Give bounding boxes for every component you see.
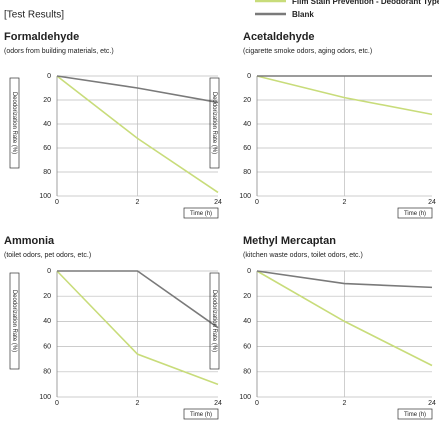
chart-subtitle: (cigarette smoke odors, aging odors, etc… bbox=[243, 48, 372, 55]
y-label: Deodorization Rate (%) bbox=[11, 290, 17, 352]
y-tick-label: 100 bbox=[39, 394, 51, 401]
y-label: Deodorization Rate (%) bbox=[211, 290, 217, 352]
y-tick-label: 40 bbox=[43, 121, 51, 128]
series-line bbox=[256, 75, 433, 116]
chart-title: Acetaldehyde bbox=[243, 31, 315, 43]
x-tick-label: 0 bbox=[55, 400, 59, 407]
x-tick-label: 0 bbox=[255, 199, 259, 206]
x-tick-label: 2 bbox=[136, 199, 140, 206]
series-line bbox=[56, 270, 219, 386]
x-tick-label: 2 bbox=[343, 199, 347, 206]
series-line bbox=[56, 75, 219, 194]
y-tick-label: 80 bbox=[43, 369, 51, 376]
y-tick-label: 20 bbox=[243, 97, 251, 104]
series-line bbox=[57, 270, 219, 329]
chart-subtitle: (kitchen waste odors, toilet odors, etc.… bbox=[243, 252, 363, 259]
chart-title: Methyl Mercaptan bbox=[243, 235, 336, 247]
y-tick-label: 40 bbox=[43, 318, 51, 325]
y-tick-label: 40 bbox=[243, 318, 251, 325]
y-tick-label: 60 bbox=[243, 145, 251, 152]
y-tick-label: 100 bbox=[239, 394, 251, 401]
chart-subtitle: (odors from building materials, etc.) bbox=[4, 48, 114, 55]
x-label-box bbox=[183, 207, 219, 219]
series-line bbox=[256, 270, 433, 367]
y-tick-label: 20 bbox=[43, 293, 51, 300]
x-tick-label: 24 bbox=[428, 400, 436, 407]
y-tick-label: 0 bbox=[247, 268, 251, 275]
series-line bbox=[256, 270, 433, 289]
y-tick-label: 0 bbox=[247, 73, 251, 80]
x-label-box bbox=[397, 207, 433, 219]
y-label-box bbox=[9, 272, 20, 370]
y-tick-label: 60 bbox=[43, 145, 51, 152]
y-tick-label: 80 bbox=[43, 169, 51, 176]
y-label-box bbox=[209, 272, 220, 370]
y-label-box bbox=[209, 77, 220, 169]
y-tick-label: 0 bbox=[47, 268, 51, 275]
x-label: Time (h) bbox=[404, 412, 426, 418]
header: [Test Results] bbox=[4, 10, 64, 21]
x-tick-label: 2 bbox=[343, 400, 347, 407]
x-label: Time (h) bbox=[404, 211, 426, 217]
x-label-box bbox=[397, 408, 433, 420]
x-tick-label: 0 bbox=[55, 199, 59, 206]
x-tick-label: 2 bbox=[136, 400, 140, 407]
x-label-box bbox=[183, 408, 219, 420]
x-label: Time (h) bbox=[190, 211, 212, 217]
y-tick-label: 60 bbox=[243, 343, 251, 350]
series-line bbox=[56, 75, 219, 104]
x-tick-label: 24 bbox=[428, 199, 436, 206]
x-tick-label: 24 bbox=[214, 400, 222, 407]
y-tick-label: 100 bbox=[239, 193, 251, 200]
legend-label: Film Stain Prevention - Deodorant Type bbox=[292, 0, 439, 6]
chart-subtitle: (toilet odors, pet odors, etc.) bbox=[4, 252, 91, 259]
y-label: Deodorization Rate (%) bbox=[11, 92, 17, 154]
y-tick-label: 40 bbox=[243, 121, 251, 128]
y-tick-label: 20 bbox=[243, 293, 251, 300]
legend-label: Blank bbox=[292, 10, 314, 19]
x-tick-label: 0 bbox=[255, 400, 259, 407]
x-tick-label: 24 bbox=[214, 199, 222, 206]
y-tick-label: 80 bbox=[243, 369, 251, 376]
y-tick-label: 0 bbox=[47, 73, 51, 80]
x-label: Time (h) bbox=[190, 412, 212, 418]
y-tick-label: 20 bbox=[43, 97, 51, 104]
y-tick-label: 80 bbox=[243, 169, 251, 176]
y-label-box bbox=[9, 77, 20, 169]
y-label: Deodorization Rate (%) bbox=[211, 92, 217, 154]
chart-title: Ammonia bbox=[4, 235, 55, 247]
chart-title: Formaldehyde bbox=[4, 31, 79, 43]
y-tick-label: 60 bbox=[43, 343, 51, 350]
y-tick-label: 100 bbox=[39, 193, 51, 200]
